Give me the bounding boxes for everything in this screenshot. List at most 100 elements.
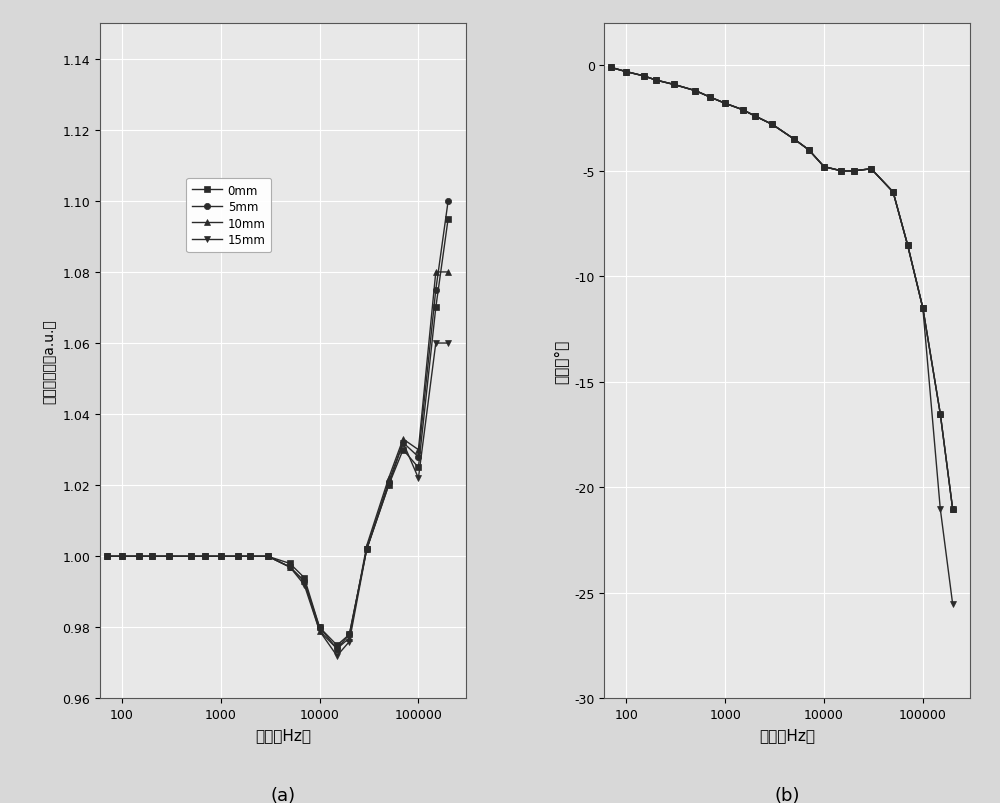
15mm <box>331 651 343 661</box>
5mm <box>412 452 424 462</box>
10mm <box>331 644 343 654</box>
0mm <box>430 304 442 313</box>
0mm <box>101 552 113 561</box>
5mm <box>887 188 899 198</box>
10mm <box>163 552 175 561</box>
0mm <box>788 135 800 145</box>
0mm <box>668 80 680 90</box>
0mm <box>650 76 662 86</box>
0mm <box>620 67 632 77</box>
15mm <box>766 120 778 130</box>
0mm <box>902 241 914 251</box>
15mm <box>848 167 860 177</box>
15mm <box>719 100 731 109</box>
5mm <box>766 120 778 130</box>
15mm <box>902 241 914 251</box>
5mm <box>383 477 395 487</box>
10mm <box>361 541 373 551</box>
10mm <box>412 446 424 455</box>
15mm <box>262 552 274 561</box>
15mm <box>704 93 716 103</box>
5mm <box>146 552 158 561</box>
0mm <box>383 481 395 491</box>
10mm <box>244 552 256 561</box>
5mm <box>215 552 227 561</box>
10mm <box>766 120 778 130</box>
10mm <box>848 167 860 177</box>
0mm <box>314 623 326 633</box>
5mm <box>430 286 442 296</box>
5mm <box>101 552 113 561</box>
5mm <box>719 100 731 109</box>
5mm <box>262 552 274 561</box>
15mm <box>865 165 877 174</box>
0mm <box>215 552 227 561</box>
0mm <box>361 544 373 554</box>
5mm <box>689 87 701 96</box>
5mm <box>199 552 211 561</box>
Text: (a): (a) <box>270 786 295 803</box>
15mm <box>818 162 830 173</box>
5mm <box>818 162 830 173</box>
15mm <box>650 76 662 86</box>
10mm <box>835 167 847 177</box>
0mm <box>818 162 830 173</box>
10mm <box>133 552 145 561</box>
10mm <box>620 67 632 77</box>
Line: 15mm: 15mm <box>103 340 451 659</box>
0mm <box>232 552 244 561</box>
15mm <box>605 63 617 73</box>
10mm <box>199 552 211 561</box>
Line: 5mm: 5mm <box>608 65 956 512</box>
15mm <box>146 552 158 561</box>
15mm <box>737 106 749 116</box>
10mm <box>737 106 749 116</box>
0mm <box>835 167 847 177</box>
0mm <box>737 106 749 116</box>
10mm <box>902 241 914 251</box>
0mm <box>865 165 877 174</box>
15mm <box>947 599 959 609</box>
5mm <box>116 552 128 561</box>
15mm <box>199 552 211 561</box>
0mm <box>412 463 424 473</box>
Line: 10mm: 10mm <box>103 270 451 652</box>
0mm <box>284 559 296 569</box>
10mm <box>232 552 244 561</box>
Legend: 0mm, 5mm, 10mm, 15mm: 0mm, 5mm, 10mm, 15mm <box>186 178 271 253</box>
10mm <box>638 72 650 82</box>
5mm <box>314 623 326 633</box>
0mm <box>442 214 454 224</box>
0mm <box>887 188 899 198</box>
0mm <box>917 304 929 313</box>
Y-axis label: 相位（°）: 相位（°） <box>554 339 569 384</box>
Line: 0mm: 0mm <box>103 216 451 649</box>
0mm <box>689 87 701 96</box>
10mm <box>262 552 274 561</box>
15mm <box>934 504 946 514</box>
0mm <box>163 552 175 561</box>
10mm <box>865 165 877 174</box>
5mm <box>917 304 929 313</box>
5mm <box>638 72 650 82</box>
0mm <box>199 552 211 561</box>
0mm <box>704 93 716 103</box>
15mm <box>887 188 899 198</box>
15mm <box>397 438 409 448</box>
X-axis label: 频率（Hz）: 频率（Hz） <box>255 727 311 742</box>
5mm <box>605 63 617 73</box>
5mm <box>298 577 310 586</box>
15mm <box>835 167 847 177</box>
15mm <box>133 552 145 561</box>
Y-axis label: 归一化幅値（a.u.）: 归一化幅値（a.u.） <box>43 319 57 404</box>
0mm <box>185 552 197 561</box>
Text: (b): (b) <box>774 786 800 803</box>
0mm <box>262 552 274 561</box>
10mm <box>215 552 227 561</box>
5mm <box>650 76 662 86</box>
10mm <box>788 135 800 145</box>
10mm <box>887 188 899 198</box>
5mm <box>737 106 749 116</box>
15mm <box>314 626 326 636</box>
5mm <box>185 552 197 561</box>
